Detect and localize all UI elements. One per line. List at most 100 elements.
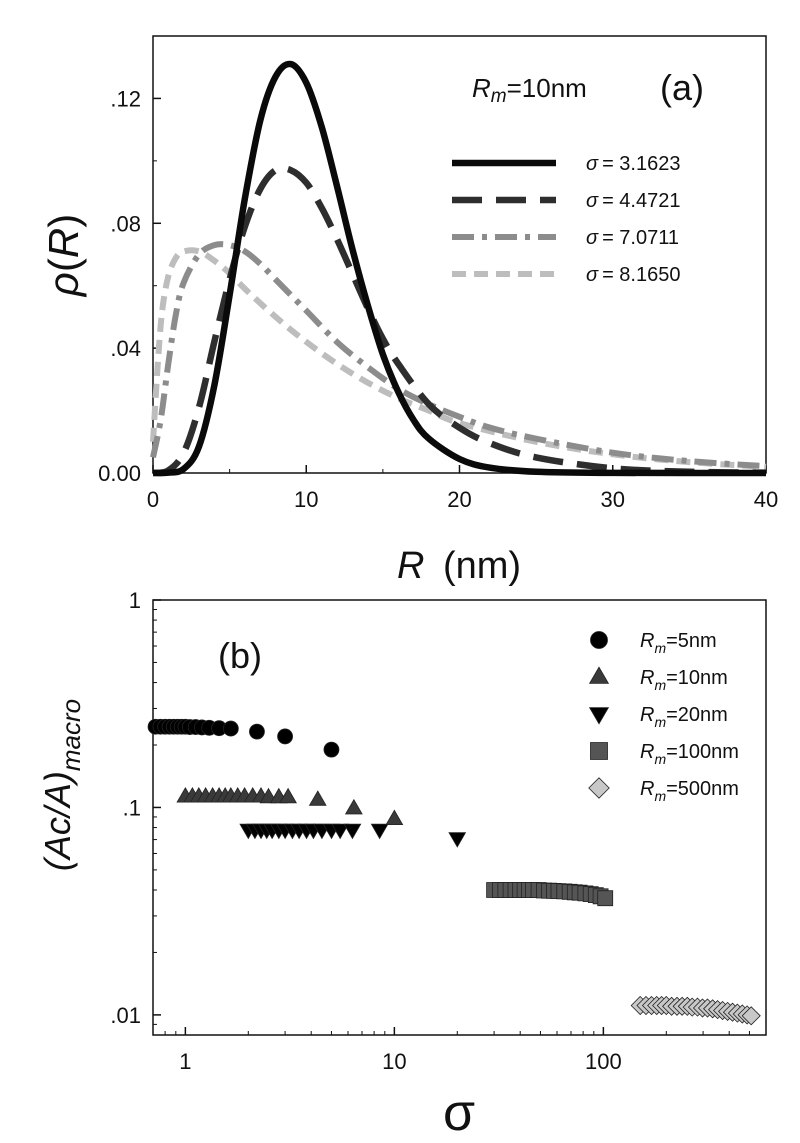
x-tick-label: 10 <box>294 487 318 512</box>
annotation-subscript: m <box>491 86 507 107</box>
y-axis-symbol: ρ <box>40 272 87 298</box>
y-axis-main: (Ac/A) <box>37 771 78 871</box>
legend-symbol: R <box>640 667 654 689</box>
y-tick-label: 1 <box>129 588 141 613</box>
y-tick-label: .08 <box>110 211 141 236</box>
y-tick-label: .01 <box>110 1003 141 1028</box>
panel-b-x-axis-label: σ <box>443 1084 475 1142</box>
panel-a-series <box>150 60 767 477</box>
legend-label-4: σ = 8.1650 <box>586 264 680 286</box>
y-axis-subscript: macro <box>56 699 86 771</box>
legend-subscript: m <box>654 677 666 693</box>
data-point <box>323 741 340 758</box>
legend-label-1: σ = 3.1623 <box>586 153 680 175</box>
legend-symbol: σ <box>586 264 599 286</box>
data-point <box>308 790 327 806</box>
series-5 <box>630 995 761 1026</box>
legend-marker-3 <box>588 707 610 725</box>
legend-marker-2 <box>588 666 610 684</box>
legend-subscript: m <box>654 640 666 656</box>
data-point <box>277 728 293 745</box>
legend-symbol: R <box>640 741 654 763</box>
data-point <box>385 809 404 825</box>
panel-b-label: (b) <box>218 635 262 676</box>
legend-value: = 7.0711 <box>602 227 679 249</box>
panel-a-annotation: Rm=10nm <box>472 73 587 107</box>
x-tick-label: 40 <box>754 487 778 512</box>
panel-a-label: (a) <box>660 67 704 108</box>
legend-symbol: σ <box>586 190 599 212</box>
legend-label-1: Rm=5nm <box>640 630 717 656</box>
legend-value: =5nm <box>666 630 717 652</box>
panel-a-x-axis-label: R (nm) <box>397 545 521 587</box>
legend-value: =20nm <box>666 704 728 726</box>
legend-label-4: Rm=100nm <box>640 741 739 767</box>
legend-symbol: σ <box>586 153 599 175</box>
legend-label-5: Rm=500nm <box>640 778 739 804</box>
x-tick-label: 10 <box>382 1049 406 1074</box>
x-tick-label: 20 <box>447 487 471 512</box>
data-point <box>370 823 389 840</box>
legend-value: =500nm <box>666 778 739 800</box>
legend-label-2: σ = 4.4721 <box>586 190 680 212</box>
legend-subscript: m <box>654 714 666 730</box>
panel-b-frame <box>152 599 767 1036</box>
legend-label-3: σ = 7.0711 <box>586 227 679 249</box>
series-line-1 <box>152 60 766 477</box>
x-axis-unit: (nm) <box>443 545 521 587</box>
data-point <box>331 823 350 840</box>
y-axis-open-paren: ( <box>40 258 87 272</box>
data-point <box>279 787 297 804</box>
data-point <box>222 720 239 737</box>
panel-b-y-axis-label: (Ac/A)macro <box>37 699 86 871</box>
legend-value: =10nm <box>666 667 728 689</box>
legend-value: = 3.1623 <box>602 153 680 175</box>
x-tick-label: 30 <box>601 487 625 512</box>
series-1 <box>147 718 340 758</box>
annotation-symbol: R <box>472 73 491 103</box>
data-point <box>448 832 467 848</box>
y-tick-label: .1 <box>123 795 141 820</box>
legend-marker-5 <box>588 777 610 799</box>
series-4 <box>486 882 614 907</box>
x-tick-label: 1 <box>179 1049 191 1074</box>
data-point <box>597 890 614 907</box>
legend-label-3: Rm=20nm <box>640 704 728 730</box>
panel-b-series <box>147 718 761 1026</box>
legend-marker-1 <box>590 631 608 649</box>
legend-value: = 8.1650 <box>602 264 680 286</box>
panel-a-y-axis-label: ρ(R) <box>40 214 87 298</box>
panel-b: 1 10 100.01.11 σ (Ac/A)macro (b) Rm=5nmRm=… <box>37 588 767 1142</box>
legend-subscript: m <box>654 751 666 767</box>
legend-marker-4 <box>590 742 608 760</box>
series-line-4 <box>150 247 767 470</box>
legend-symbol: σ <box>586 227 599 249</box>
y-tick-label: .12 <box>110 86 141 111</box>
series-2 <box>176 786 404 825</box>
x-tick-label: 100 <box>585 1049 622 1074</box>
y-tick-label: .04 <box>110 336 141 361</box>
panel-a-ticks: 0 10 20 30 40 0.00 .04 .08 .12 <box>98 86 778 512</box>
series-line-2 <box>152 165 767 477</box>
x-tick-label: 0 <box>147 487 159 512</box>
panel-b-ticks: 1 10 100 .01 .1 1 <box>110 588 750 1074</box>
legend-subscript: m <box>654 788 666 804</box>
legend-symbol: R <box>640 704 654 726</box>
data-point <box>344 798 363 815</box>
legend-symbol: R <box>640 630 654 652</box>
legend-symbol: R <box>640 778 654 800</box>
y-axis-arg: R <box>40 228 87 258</box>
data-point <box>249 723 265 740</box>
legend-value: = 4.4721 <box>602 190 680 212</box>
legend-value: =100nm <box>666 741 739 763</box>
legend-label-2: Rm=10nm <box>640 667 728 693</box>
x-axis-symbol: R <box>397 545 424 587</box>
y-axis-close-paren: ) <box>40 214 87 228</box>
data-point <box>343 823 362 840</box>
y-tick-label: 0.00 <box>98 461 141 486</box>
series-3 <box>239 823 467 848</box>
annotation-text: =10nm <box>507 73 587 103</box>
